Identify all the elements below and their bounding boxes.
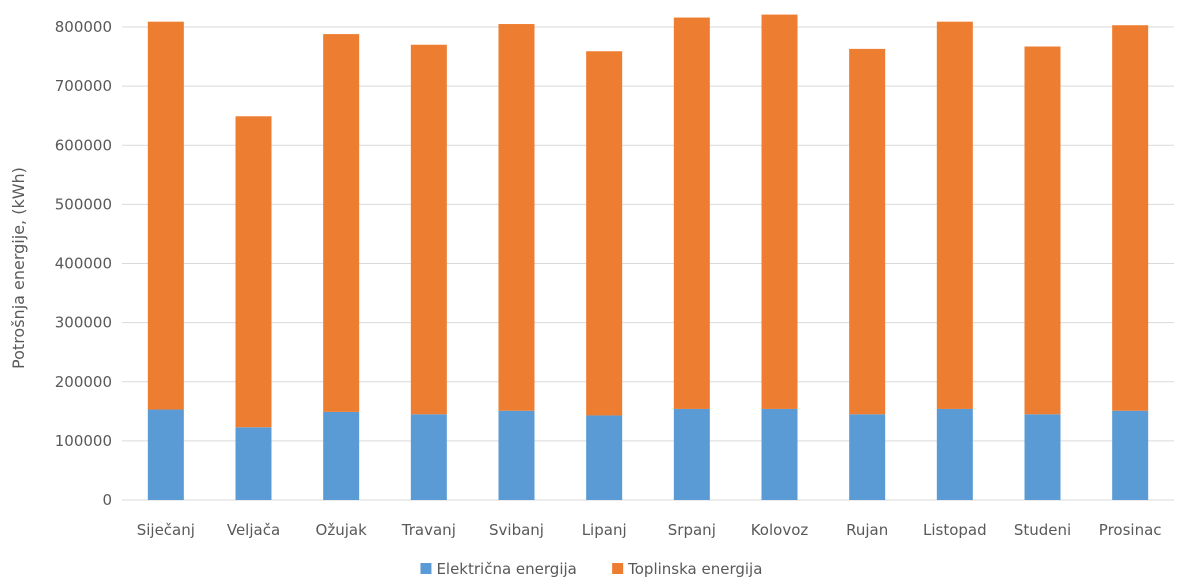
bar-segment-toplinska [849, 48, 886, 415]
x-category-label: Prosinac [1099, 521, 1162, 539]
y-tick-label: 600000 [55, 136, 112, 154]
bar-segment-elektricna [586, 415, 623, 500]
x-category-label: Lipanj [582, 521, 627, 539]
bar-segment-elektricna [498, 410, 535, 500]
x-category-label: Rujan [846, 521, 888, 539]
x-category-label: Veljača [227, 521, 280, 539]
y-tick-label: 300000 [55, 314, 112, 332]
bar-segment-elektricna [1024, 414, 1061, 500]
x-category-label: Listopad [923, 521, 987, 539]
bar-segment-toplinska [761, 14, 798, 409]
bar-segment-elektricna [849, 414, 886, 500]
bar-segment-toplinska [1112, 25, 1149, 411]
y-tick-label: 100000 [55, 432, 112, 450]
y-tick-label: 0 [102, 491, 112, 509]
gridlines [122, 26, 1174, 501]
legend-swatch [612, 563, 624, 574]
y-tick-label: 200000 [55, 373, 112, 391]
y-axis-title: Potrošnja energije, (kWh) [9, 167, 28, 369]
bar-segment-elektricna [1112, 410, 1149, 500]
y-tick-label: 500000 [55, 195, 112, 213]
bar-segment-toplinska [1024, 46, 1061, 415]
bar-segment-toplinska [323, 34, 360, 412]
bar-segment-elektricna [410, 414, 447, 500]
bar-segment-elektricna [936, 408, 973, 500]
bar-segment-elektricna [147, 409, 184, 500]
y-axis-ticks: 0 100000 200000 300000 400000 500000 600000 700… [55, 18, 112, 509]
bar-segment-elektricna [673, 408, 710, 500]
legend-label: Električna energija [436, 560, 576, 578]
bar-segment-toplinska [586, 51, 623, 416]
bar-segment-toplinska [410, 44, 447, 415]
bars [147, 14, 1149, 500]
x-category-label: Studeni [1014, 521, 1071, 539]
bar-segment-elektricna [761, 408, 798, 500]
x-category-label: Ožujak [316, 521, 368, 539]
bar-segment-toplinska [936, 21, 973, 409]
bar-segment-toplinska [235, 116, 272, 428]
legend-label: Toplinska energija [627, 560, 762, 578]
x-category-label: Kolovoz [751, 521, 809, 539]
x-axis-categories: Siječanj Veljača Ožujak Travanj Svibanj Lipan… [137, 521, 1162, 539]
bar-segment-elektricna [235, 427, 272, 500]
y-tick-label: 800000 [55, 18, 112, 36]
x-category-label: Srpanj [668, 521, 716, 539]
y-tick-label: 700000 [55, 77, 112, 95]
x-category-label: Siječanj [137, 521, 195, 539]
x-category-label: Svibanj [489, 521, 544, 539]
bar-segment-toplinska [147, 21, 184, 410]
bar-segment-toplinska [498, 24, 535, 411]
bar-segment-toplinska [673, 17, 710, 409]
bar-segment-elektricna [323, 411, 360, 500]
legend-swatch [420, 563, 432, 574]
y-tick-label: 400000 [55, 255, 112, 273]
legend: Električna energija Toplinska energija [420, 560, 762, 578]
x-category-label: Travanj [401, 521, 456, 539]
